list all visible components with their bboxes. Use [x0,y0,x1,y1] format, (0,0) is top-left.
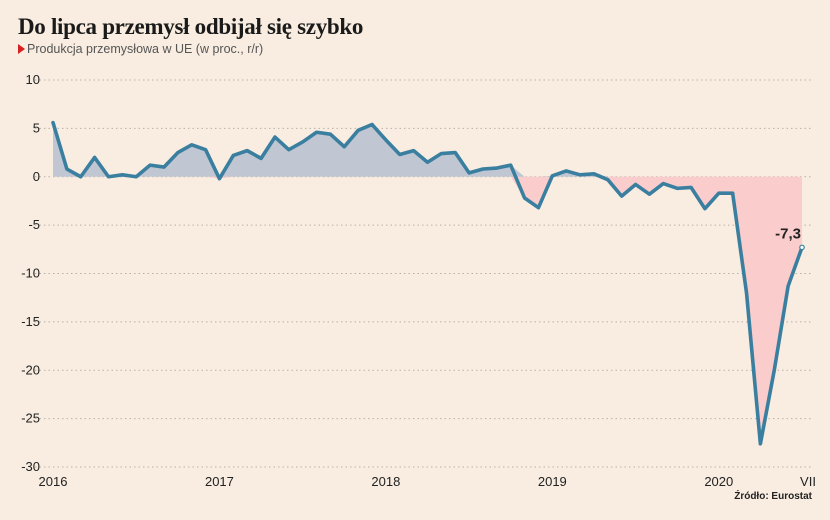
x-tick-label: 2018 [371,474,400,489]
subtitle-text: Produkcja przemysłowa w UE (w proc., r/r… [27,42,264,56]
data-point [759,442,762,445]
positive-area [53,122,802,177]
end-point-marker [799,244,805,251]
data-point [398,153,401,156]
source-note: Źródło: Eurostat [734,491,812,502]
data-point [190,143,193,147]
x-tick-label: 2016 [39,474,68,489]
data-point [204,148,207,151]
data-point [426,161,429,164]
data-point [565,169,568,173]
data-point [578,173,582,177]
x-tick-label: 2017 [205,474,234,489]
negative-area [53,176,802,444]
y-tick-label: -5 [28,217,40,232]
data-point [662,182,665,185]
data-point [523,196,526,200]
data-point [176,151,180,154]
data-point [51,121,55,124]
data-point [135,175,138,178]
data-point [551,174,554,177]
data-point [148,163,152,167]
data-point [745,291,748,295]
data-point [245,149,249,152]
red-triangle-icon [18,44,25,54]
y-tick-label: -25 [21,411,40,426]
data-point [273,135,277,139]
data-point [287,148,290,151]
data-point [454,151,457,154]
data-point [79,175,82,178]
data-point [259,157,263,160]
y-tick-label: -30 [21,459,40,474]
data-point [689,186,693,189]
x-tick-label: VII [800,474,816,489]
data-point [675,187,679,190]
y-tick-label: -10 [21,266,40,281]
data-point [467,171,471,175]
data-point [412,149,415,152]
data-point [786,284,790,288]
data-point [481,167,485,171]
data-point [509,163,512,167]
data-point [495,166,499,170]
data-point [370,123,374,126]
x-tick-label: 2020 [704,474,733,489]
data-point [620,194,623,198]
data-point [717,191,720,195]
data-point [537,206,540,209]
data-point [773,369,776,372]
data-point [703,207,707,210]
chart-subtitle: Produkcja przemysłowa w UE (w proc., r/r… [18,42,263,56]
value-annotation: -7,3 [775,225,801,242]
data-point [65,167,69,171]
y-tick-label: 5 [33,120,40,135]
data-point [731,191,734,195]
y-tick-label: -20 [21,362,40,377]
y-tick-label: 0 [33,169,40,184]
data-point [634,183,637,186]
data-point [592,172,596,176]
data-point [218,177,221,180]
data-point [329,132,332,136]
data-point [232,154,235,157]
chart-title: Do lipca przemysł odbijał się szybko [18,14,364,39]
data-point [301,140,304,144]
y-tick-label: -15 [21,314,40,329]
data-point [648,192,651,196]
data-point [356,129,360,132]
data-point [93,156,96,159]
data-point [121,173,124,177]
y-tick-label: 10 [26,72,40,87]
data-point [107,175,110,178]
data-point [162,165,166,169]
x-tick-label: 2019 [538,474,567,489]
data-point [440,152,443,155]
data-point [384,138,388,142]
data-point [343,145,346,148]
data-point [606,178,610,181]
data-point [315,131,318,134]
